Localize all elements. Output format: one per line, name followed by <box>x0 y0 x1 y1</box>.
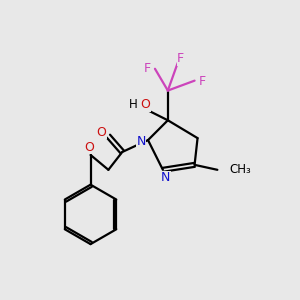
Text: H: H <box>129 98 137 111</box>
Text: CH₃: CH₃ <box>229 163 251 176</box>
Text: O: O <box>140 98 150 111</box>
Text: F: F <box>199 75 206 88</box>
Text: F: F <box>177 52 184 65</box>
Text: O: O <box>97 126 106 139</box>
Text: N: N <box>136 135 146 148</box>
Text: N: N <box>161 171 170 184</box>
Text: O: O <box>85 140 94 154</box>
Text: F: F <box>143 62 151 75</box>
